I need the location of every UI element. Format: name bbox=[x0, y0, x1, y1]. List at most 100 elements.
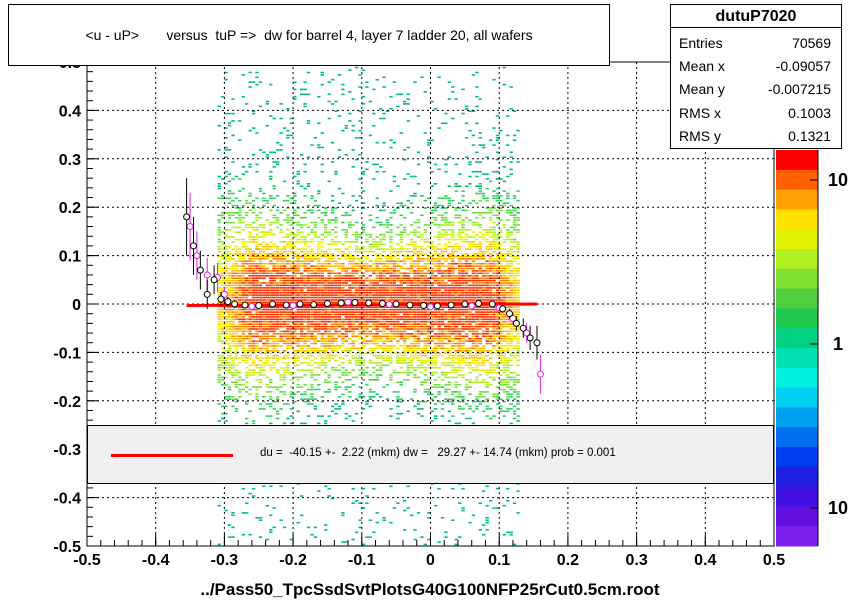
heatmap-cell bbox=[399, 202, 403, 204]
heatmap-cell bbox=[440, 214, 445, 217]
heatmap-cell bbox=[413, 248, 417, 250]
heatmap-cell bbox=[251, 316, 256, 318]
heatmap-cell bbox=[227, 253, 232, 255]
heatmap-cell bbox=[279, 352, 283, 354]
heatmap-cell bbox=[300, 495, 304, 497]
heatmap-cell bbox=[275, 275, 280, 277]
heatmap-cell bbox=[286, 284, 290, 287]
heatmap-cell bbox=[423, 284, 427, 287]
heatmap-cell bbox=[234, 318, 239, 321]
heatmap-cell bbox=[282, 311, 287, 313]
heatmap-cell bbox=[365, 366, 369, 369]
heatmap-cell bbox=[289, 262, 294, 265]
heatmap-cell bbox=[248, 233, 252, 236]
heatmap-cell bbox=[320, 400, 324, 403]
heatmap-cell bbox=[330, 337, 335, 340]
heatmap-cell bbox=[437, 226, 441, 229]
heatmap-cell bbox=[241, 325, 245, 328]
heatmap-cell bbox=[351, 287, 355, 289]
heatmap-cell bbox=[320, 270, 324, 272]
heatmap-cell bbox=[458, 340, 462, 342]
heatmap-cell bbox=[458, 233, 462, 236]
heatmap-cell bbox=[330, 311, 335, 313]
heatmap-cell bbox=[330, 333, 335, 335]
heatmap-cell bbox=[286, 362, 290, 364]
heatmap-cell bbox=[444, 243, 448, 246]
heatmap-cell bbox=[248, 299, 252, 301]
heatmap-cell bbox=[379, 352, 383, 354]
heatmap-cell bbox=[379, 224, 383, 226]
heatmap-cell bbox=[293, 352, 297, 354]
heatmap-cell bbox=[221, 352, 225, 354]
heatmap-cell bbox=[451, 282, 455, 284]
heatmap-cell bbox=[458, 347, 462, 350]
heatmap-cell bbox=[392, 262, 397, 265]
heatmap-cell bbox=[303, 316, 307, 318]
heatmap-cell bbox=[248, 71, 252, 74]
heatmap-cell bbox=[227, 364, 232, 367]
heatmap-cell bbox=[255, 371, 259, 374]
heatmap-cell bbox=[320, 279, 324, 282]
heatmap-cell bbox=[231, 265, 235, 267]
heatmap-cell bbox=[416, 279, 421, 282]
heatmap-cell bbox=[272, 151, 276, 154]
heatmap-cell bbox=[403, 359, 407, 362]
heatmap-cell bbox=[255, 248, 259, 250]
heatmap-cell bbox=[461, 255, 465, 258]
heatmap-cell bbox=[300, 260, 304, 262]
heatmap-cell bbox=[272, 308, 276, 311]
heatmap-cell bbox=[238, 391, 242, 393]
heatmap-cell bbox=[341, 325, 345, 328]
heatmap-cell bbox=[475, 400, 479, 403]
heatmap-cell bbox=[327, 320, 331, 323]
heatmap-cell bbox=[241, 350, 245, 352]
heatmap-cell bbox=[224, 156, 228, 158]
heatmap-cell bbox=[478, 320, 482, 323]
heatmap-cell bbox=[262, 192, 266, 195]
heatmap-cell bbox=[289, 337, 294, 340]
heatmap-cell bbox=[248, 265, 252, 267]
heatmap-cell bbox=[454, 245, 458, 248]
heatmap-cell bbox=[289, 371, 294, 374]
heatmap-cell bbox=[385, 354, 390, 357]
heatmap-cell bbox=[427, 277, 431, 279]
heatmap-cell bbox=[324, 287, 328, 289]
heatmap-cell bbox=[296, 313, 300, 316]
heatmap-cell bbox=[330, 277, 335, 279]
heatmap-cell bbox=[258, 320, 263, 323]
heatmap-cell bbox=[310, 359, 314, 362]
heatmap-cell bbox=[317, 388, 321, 391]
heatmap-cell bbox=[464, 260, 469, 262]
heatmap-cell bbox=[279, 391, 283, 393]
heatmap-cell bbox=[248, 352, 252, 354]
heatmap-cell bbox=[413, 357, 417, 359]
heatmap-cell bbox=[269, 386, 273, 388]
heatmap-cell bbox=[255, 301, 259, 304]
heatmap-cell bbox=[286, 137, 290, 139]
heatmap-cell bbox=[365, 299, 369, 301]
heatmap-cell bbox=[327, 180, 331, 183]
heatmap-cell bbox=[468, 301, 472, 304]
heatmap-cell bbox=[392, 316, 397, 318]
heatmap-cell bbox=[433, 294, 438, 296]
heatmap-cell bbox=[409, 350, 414, 352]
heatmap-cell bbox=[300, 376, 304, 379]
heatmap-cell bbox=[348, 342, 352, 345]
heatmap-cell bbox=[416, 291, 421, 294]
heatmap-cell bbox=[324, 296, 328, 299]
heatmap-cell bbox=[300, 294, 304, 296]
heatmap-cell bbox=[365, 333, 369, 335]
heatmap-cell bbox=[464, 383, 469, 386]
heatmap-cell bbox=[327, 294, 331, 296]
heatmap-cell bbox=[444, 316, 448, 318]
heatmap-cell bbox=[372, 354, 376, 357]
heatmap-cell bbox=[420, 195, 424, 197]
heatmap-cell bbox=[451, 400, 455, 403]
heatmap-cell bbox=[217, 318, 221, 321]
heatmap-cell bbox=[471, 170, 476, 173]
heatmap-cell bbox=[475, 313, 479, 316]
heatmap-cell bbox=[320, 291, 324, 294]
heatmap-cell bbox=[444, 294, 448, 296]
heatmap-cell bbox=[382, 117, 386, 120]
heatmap-cell bbox=[368, 519, 373, 521]
